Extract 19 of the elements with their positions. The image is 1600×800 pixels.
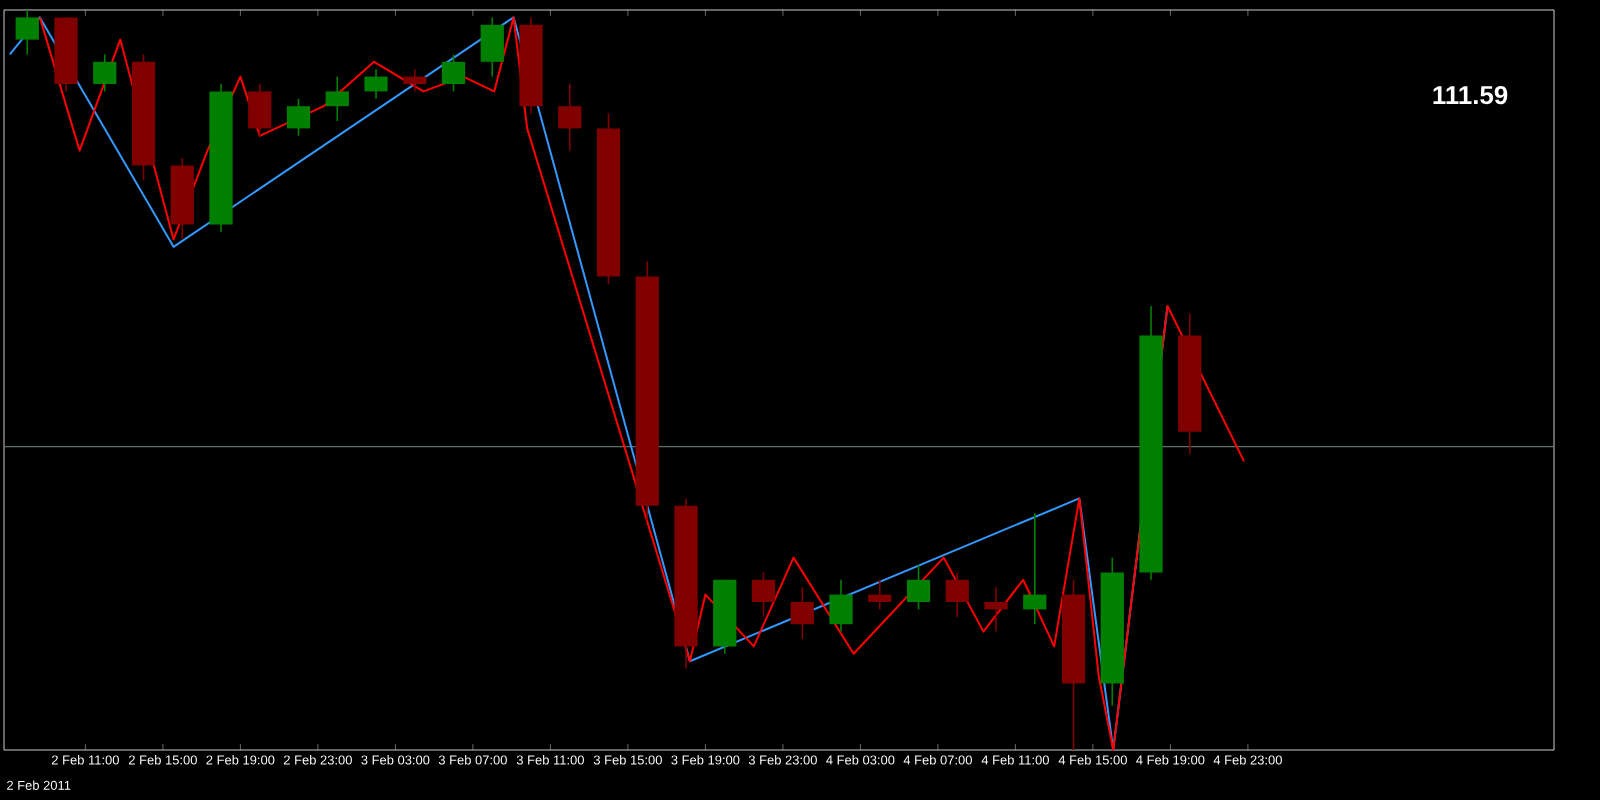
- candlestick: [441, 53, 466, 93]
- candlestick: [751, 571, 776, 618]
- candlestick: [286, 98, 311, 137]
- candlestick: [15, 9, 39, 56]
- candlestick: [790, 586, 814, 640]
- candlestick: [93, 53, 117, 93]
- candlestick: [248, 83, 272, 137]
- candlestick: [325, 75, 349, 122]
- candlestick: [984, 586, 1008, 633]
- candlestick: [829, 579, 853, 633]
- candlestick: [868, 579, 892, 611]
- candlestick: [1023, 512, 1047, 625]
- candlestick: [364, 68, 388, 100]
- candlestick: [558, 83, 582, 152]
- candlestick: [945, 571, 969, 618]
- candlestick: [906, 564, 931, 611]
- annotation: 111.59: [1433, 85, 1508, 105]
- candlestick: [480, 16, 504, 78]
- candlestick: [403, 68, 427, 93]
